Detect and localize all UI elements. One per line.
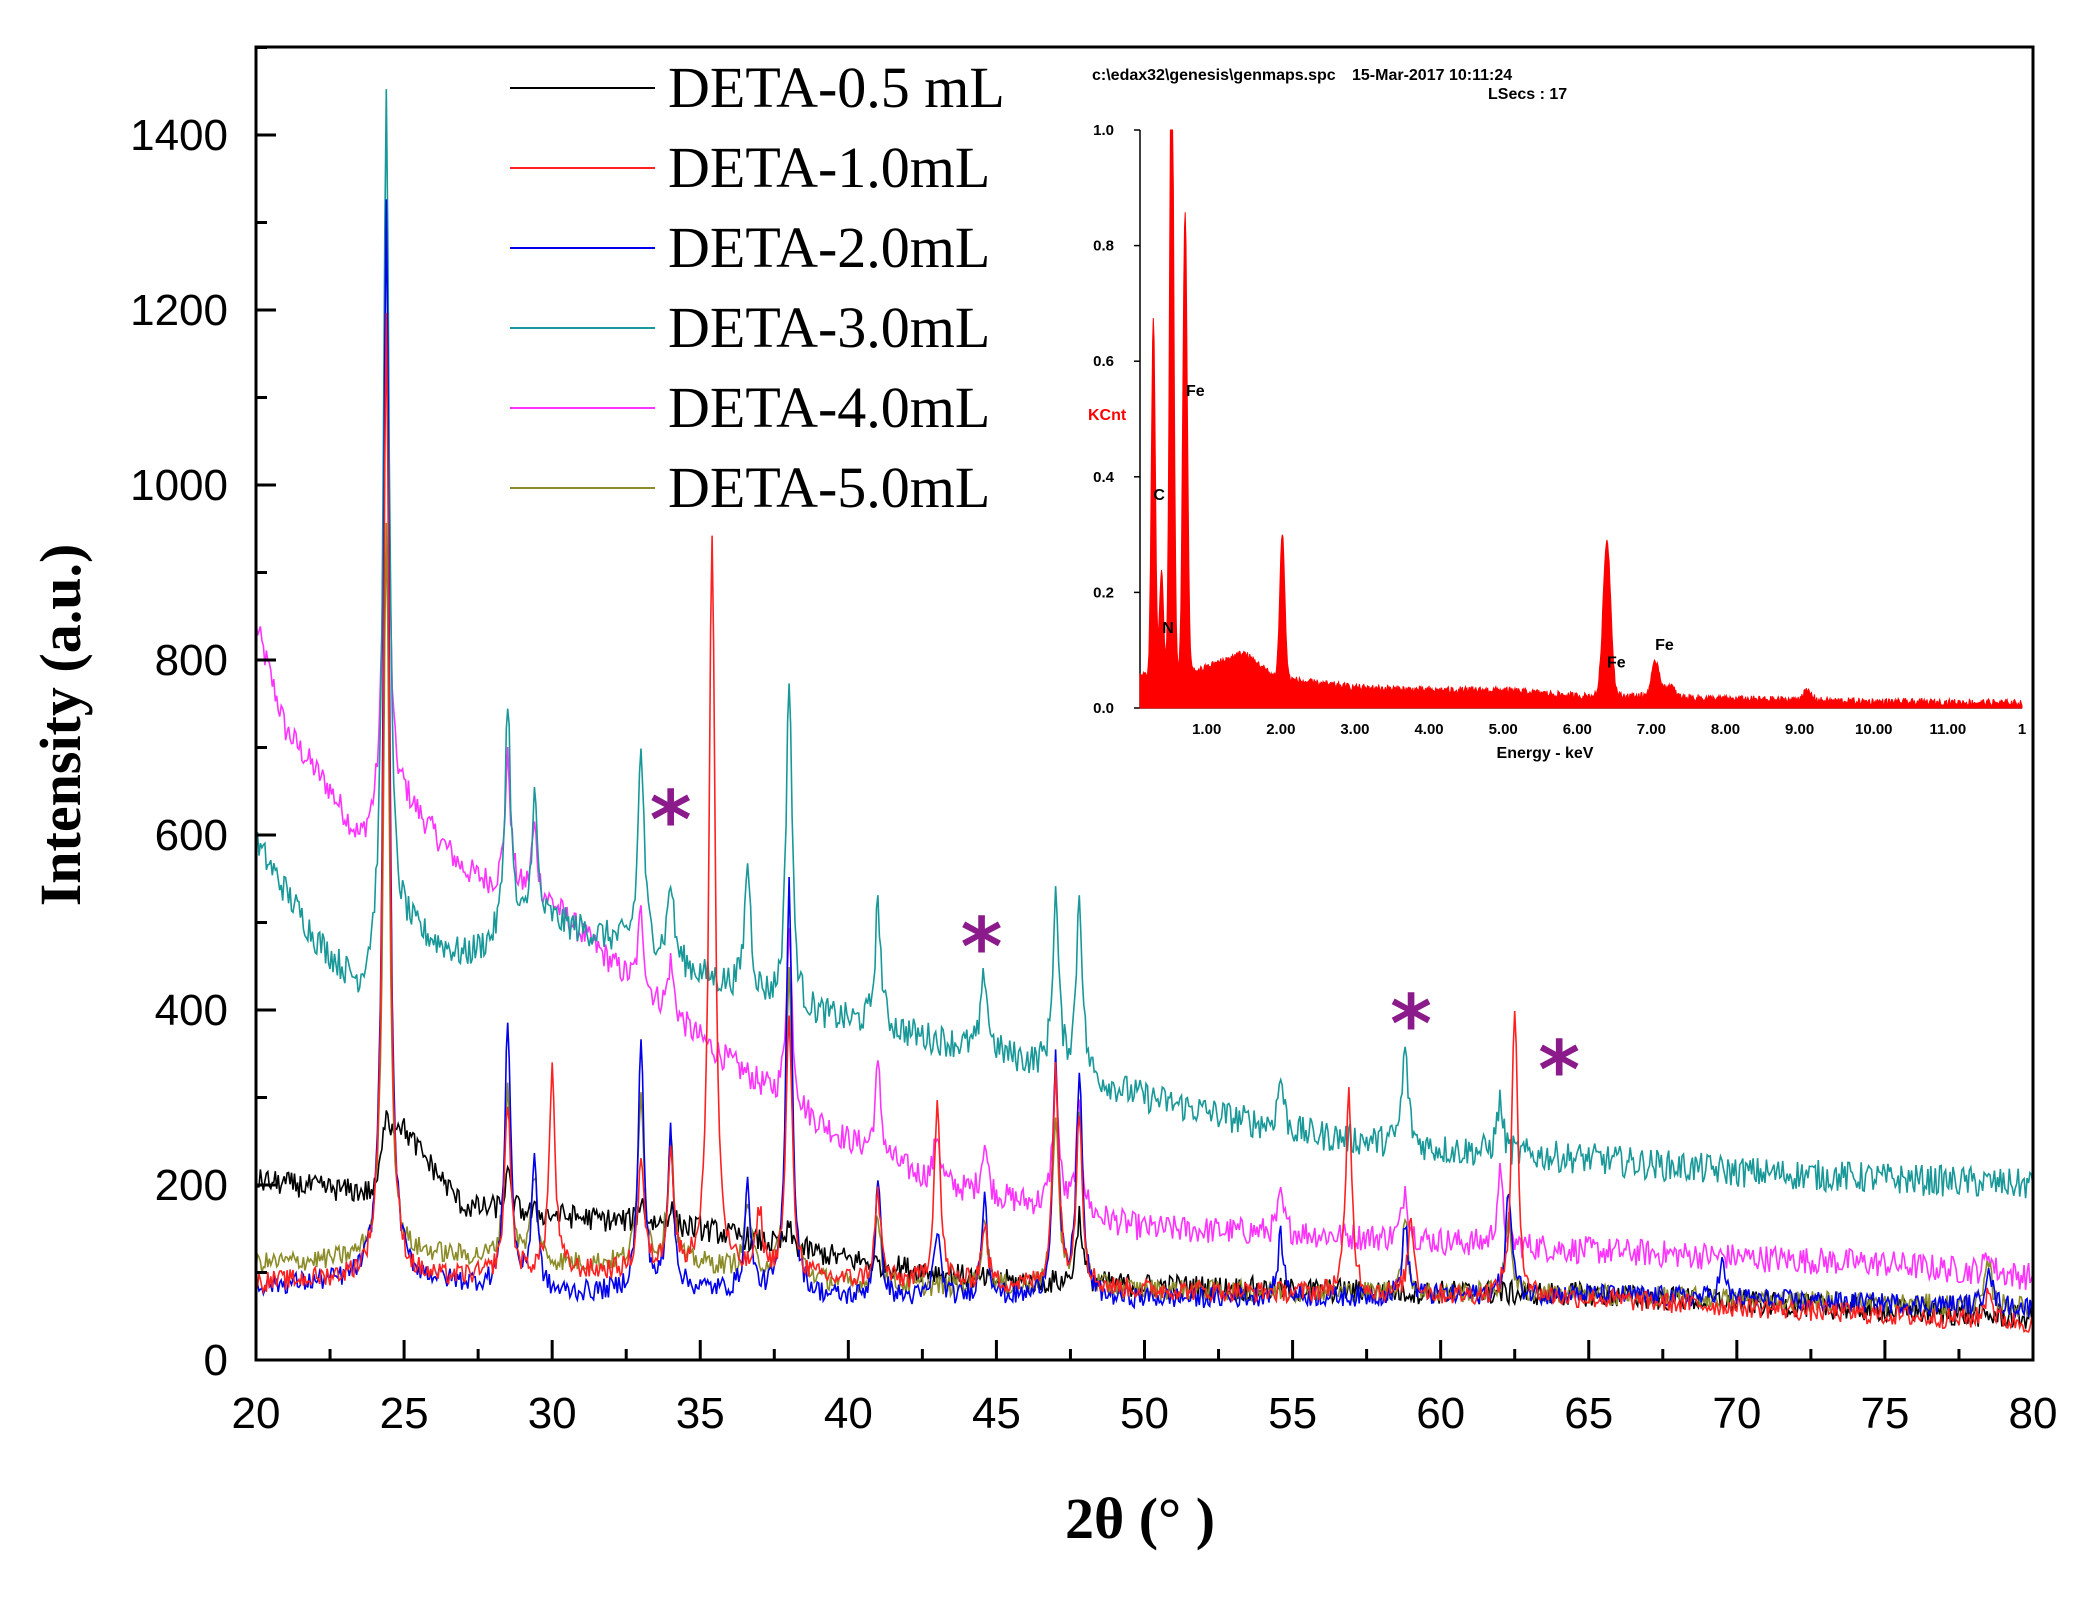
inset-y-tick-label: 0.4: [1093, 469, 1115, 486]
x-tick-label: 65: [1564, 1389, 1613, 1438]
inset-x-tick-label: 1: [2018, 721, 2026, 738]
x-tick-labels: 20 25 30 35 40 45 50 55 60 65 70 75 80: [232, 1389, 2058, 1438]
series-layer: [255, 89, 2034, 1333]
x-tick-label: 45: [972, 1389, 1021, 1438]
inset-spectrum: [1139, 129, 2023, 709]
x-tick-label: 55: [1268, 1389, 1317, 1438]
inset-plot: 0.0 0.2 0.4 0.6 0.8 1.0 1.00 2.00 3.00 4.00 5.00 6.…: [1093, 122, 2026, 738]
legend-label: DETA-5.0mL: [668, 455, 990, 520]
inset-y-tick-label: 0.6: [1093, 353, 1114, 370]
inset-element-label: Fe: [1655, 637, 1674, 654]
peak-star-marker: *: [650, 774, 692, 867]
inset-header-path: c:\edax32\genesis\genmaps.spc: [1092, 67, 1336, 84]
inset-element-label: C: [1153, 487, 1165, 504]
inset-x-tick-label: 4.00: [1414, 721, 1443, 738]
y-tick-label: 1200: [130, 286, 228, 335]
x-tick-label: 75: [1860, 1389, 1909, 1438]
main-ticks: [254, 46, 2035, 1362]
legend-label: DETA-0.5 mL: [668, 55, 1005, 120]
inset-y-tick-label: 0.8: [1093, 238, 1114, 255]
inset-header-lsecs: LSecs : 17: [1488, 86, 1567, 103]
series-line-2: [255, 199, 2034, 1319]
inset-x-tick-label: 7.00: [1637, 721, 1666, 738]
inset-x-tick-label: 6.00: [1563, 721, 1592, 738]
y-tick-label: 800: [155, 636, 228, 685]
peak-markers: * * * *: [650, 774, 1580, 1117]
x-tick-label: 80: [2009, 1389, 2058, 1438]
legend: DETA-0.5 mL DETA-1.0mL DETA-2.0mL DETA-3.0m…: [510, 55, 1005, 520]
y-tick-label: 600: [155, 811, 228, 860]
peak-star-marker: *: [1538, 1024, 1580, 1117]
inset-x-tick-label: 11.00: [1930, 721, 1967, 738]
inset-x-tick-label: 3.00: [1340, 721, 1369, 738]
x-tick-label: 40: [824, 1389, 873, 1438]
inset-element-label: Fe: [1186, 383, 1205, 400]
x-tick-label: 20: [232, 1389, 281, 1438]
peak-star-marker: *: [1390, 978, 1432, 1071]
x-tick-label: 25: [380, 1389, 429, 1438]
x-tick-label: 30: [528, 1389, 577, 1438]
y-axis-title: Intensity (a.u.): [28, 544, 93, 907]
peak-star-marker: *: [961, 901, 1003, 994]
y-tick-labels: 0 200 400 600 800 1000 1200 1400: [130, 111, 228, 1385]
series-line-5: [255, 522, 2034, 1318]
x-tick-label: 60: [1416, 1389, 1465, 1438]
inset-y-tick-label: 0.0: [1093, 700, 1114, 717]
inset-x-tick-label: 9.00: [1785, 721, 1814, 738]
legend-label: DETA-1.0mL: [668, 135, 990, 200]
inset-x-tick-label: 10.00: [1855, 721, 1893, 738]
eds-inset: c:\edax32\genesis\genmaps.spc 15-Mar-201…: [1088, 67, 2026, 762]
inset-y-label: KCnt: [1088, 407, 1127, 424]
inset-x-tick-label: 1.00: [1192, 721, 1221, 738]
y-tick-label: 400: [155, 986, 228, 1035]
x-tick-label: 50: [1120, 1389, 1169, 1438]
series-line-4: [255, 323, 2034, 1290]
inset-element-label: Fe: [1607, 655, 1626, 672]
inset-y-tick-label: 1.0: [1093, 122, 1114, 139]
legend-label: DETA-4.0mL: [668, 375, 990, 440]
y-tick-label: 200: [155, 1161, 228, 1210]
legend-label: DETA-2.0mL: [668, 215, 990, 280]
inset-x-tick-label: 8.00: [1711, 721, 1740, 738]
series-line-3: [255, 89, 2034, 1199]
y-tick-label: 1400: [130, 111, 228, 160]
x-axis-title: 2θ (° ): [1065, 1486, 1215, 1551]
inset-x-tick-label: 5.00: [1489, 721, 1518, 738]
series-line-1: [255, 312, 2034, 1333]
legend-label: DETA-3.0mL: [668, 295, 990, 360]
inset-x-tick-label: 2.00: [1266, 721, 1295, 738]
inset-y-tick-label: 0.2: [1093, 584, 1114, 601]
y-tick-label: 1000: [130, 461, 228, 510]
inset-header-date: 15-Mar-2017 10:11:24: [1352, 67, 1512, 84]
inset-x-label: Energy - keV: [1497, 745, 1594, 762]
y-tick-label: 0: [204, 1336, 228, 1385]
inset-element-label: N: [1162, 620, 1174, 637]
x-tick-label: 70: [1712, 1389, 1761, 1438]
x-tick-label: 35: [676, 1389, 725, 1438]
